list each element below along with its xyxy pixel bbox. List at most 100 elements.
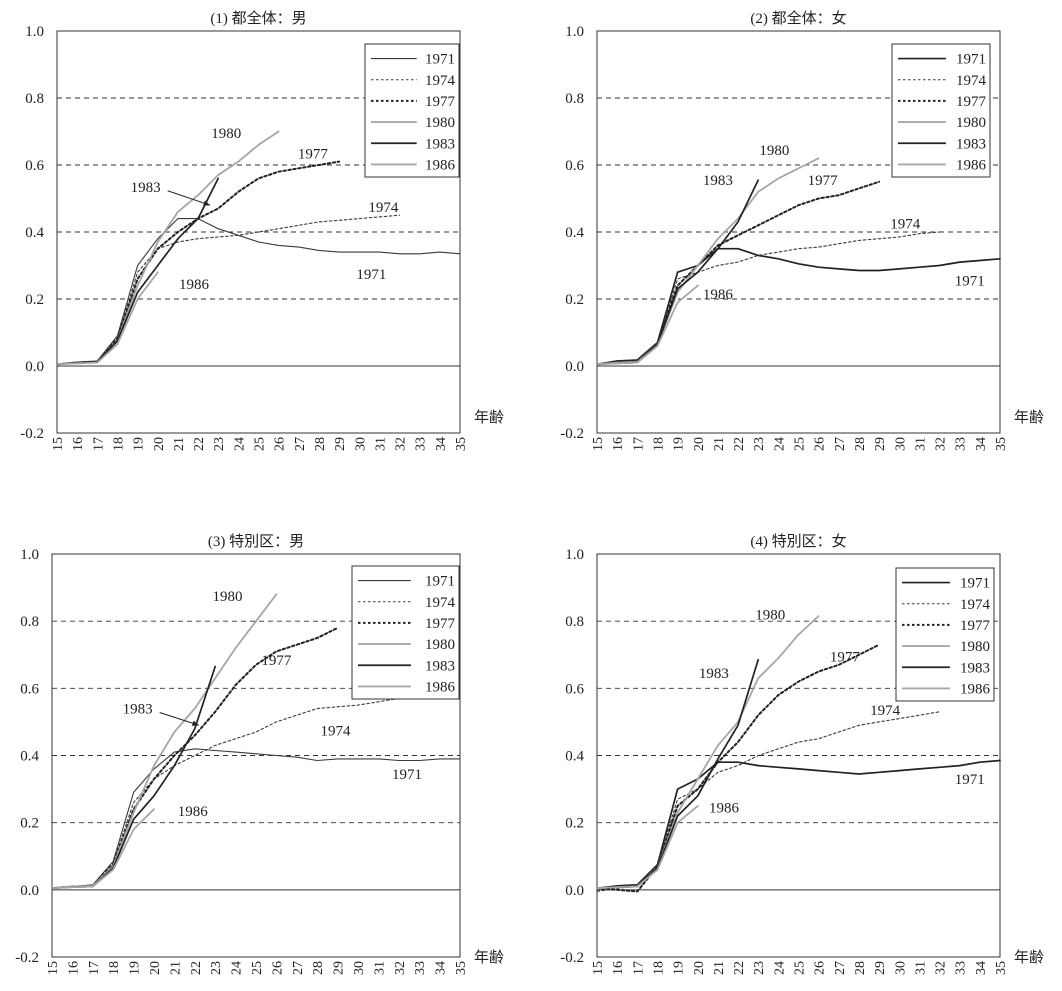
panel-4-annotation-1977: 1977 bbox=[830, 649, 861, 665]
panel-2-y-tick-label: 0.8 bbox=[565, 91, 584, 107]
panel-2-y-tick-label: 0.2 bbox=[565, 292, 584, 308]
panel-1-x-tick-label: 29 bbox=[333, 437, 348, 451]
panel-1-y-tick-label: -0.2 bbox=[20, 426, 44, 442]
panel-3-legend-label-1977: 1977 bbox=[425, 616, 456, 632]
panel-1-annotation-arrowhead bbox=[203, 200, 211, 206]
panel-2-annotation-1980: 1980 bbox=[759, 143, 789, 159]
panel-2-legend-label-1974: 1974 bbox=[956, 73, 987, 89]
panel-4-legend-label-1971: 1971 bbox=[960, 576, 990, 592]
panel-3-annotation-1971: 1971 bbox=[392, 767, 422, 783]
panel-1-title: (1) 都全体：男 bbox=[210, 9, 306, 27]
panel-3-x-tick-label: 28 bbox=[311, 961, 326, 975]
panel-2-x-tick-label: 17 bbox=[631, 437, 646, 451]
panel-3-series-line-1977 bbox=[51, 626, 339, 890]
panel-4-x-tick-label: 27 bbox=[833, 961, 848, 975]
panel-1-y-tick-label: 0.4 bbox=[25, 225, 44, 241]
panel-1-annotation-1974: 1974 bbox=[368, 200, 399, 216]
panel-3-x-tick-label: 32 bbox=[393, 961, 408, 975]
panel-4-x-tick-label: 34 bbox=[974, 961, 989, 975]
panel-1-x-tick-label: 16 bbox=[71, 437, 86, 451]
panel-4-x-tick-label: 31 bbox=[913, 961, 928, 975]
panel-4-x-tick-label: 29 bbox=[873, 961, 888, 975]
panel-1-series-line-1986 bbox=[56, 271, 159, 366]
panel-1-x-tick-label: 21 bbox=[172, 437, 187, 451]
panel-4-annotation-1971: 1971 bbox=[955, 772, 985, 788]
panel-3-x-tick-label: 26 bbox=[270, 961, 285, 975]
panel-2-series-line-1974 bbox=[596, 231, 941, 365]
panel-3-series-line-1971 bbox=[51, 748, 461, 889]
panel-2-y-tick-label: 0.0 bbox=[565, 359, 584, 375]
panel-4-x-tick-label: 30 bbox=[893, 961, 908, 975]
panel-4-x-tick-label: 35 bbox=[994, 961, 1009, 975]
panel-1-axis-unit: 年齢 bbox=[474, 409, 504, 426]
panel-4-legend-label-1986: 1986 bbox=[960, 681, 991, 697]
panel-1-x-tick-label: 19 bbox=[132, 437, 147, 451]
panel-4-series-line-1977 bbox=[596, 643, 881, 893]
panel-1-legend-label-1986: 1986 bbox=[425, 157, 456, 173]
panel-3-x-tick-label: 19 bbox=[128, 961, 143, 975]
panel-2-legend-label-1971: 1971 bbox=[956, 52, 986, 68]
panel-3-legend-box bbox=[351, 565, 460, 700]
panel-1-legend-box bbox=[364, 43, 460, 178]
panel-4-annotation-1986: 1986 bbox=[709, 801, 740, 817]
panel-1-x-tick-label: 23 bbox=[212, 437, 227, 451]
panel-2-x-tick-label: 27 bbox=[833, 437, 848, 451]
panel-4-x-tick-label: 26 bbox=[813, 961, 828, 975]
panel-1-x-tick-label: 18 bbox=[111, 437, 126, 451]
panel-4-y-tick-label: 0.0 bbox=[565, 883, 584, 899]
panel-1-x-tick-label: 15 bbox=[51, 437, 66, 451]
panel-4-annotation-1980: 1980 bbox=[755, 607, 785, 623]
panel-1-annotation-1971: 1971 bbox=[356, 267, 386, 283]
panel-3-annotation-arrow bbox=[159, 712, 200, 726]
panel-2-x-tick-label: 28 bbox=[853, 437, 868, 451]
panel-4-y-tick-label: -0.2 bbox=[560, 950, 584, 966]
panel-3-title: (3) 特別区：男 bbox=[208, 533, 304, 550]
panel-2-x-tick-label: 21 bbox=[712, 437, 727, 451]
panel-1-x-tick-label: 33 bbox=[414, 437, 429, 451]
panel-2-x-tick-label: 20 bbox=[692, 437, 707, 451]
panel-4-y-tick-label: 0.4 bbox=[565, 749, 584, 765]
panel-4-x-tick-label: 32 bbox=[934, 961, 949, 975]
panel-3: (3) 特別区：男 年齢 -0.2 0.0 0.2 0.4 0.6 0.8 1.0 15 16 1… bbox=[15, 533, 504, 975]
panel-2-annotation-1983: 1983 bbox=[703, 173, 733, 189]
panel-4-x-tick-label: 18 bbox=[651, 961, 666, 975]
panel-1-annotation-1977: 1977 bbox=[298, 146, 329, 162]
panel-2-y-tick-label: 0.6 bbox=[565, 158, 584, 174]
panel-4-x-tick-label: 16 bbox=[611, 961, 626, 975]
panel-2-legend-label-1986: 1986 bbox=[956, 157, 987, 173]
panel-3-x-tick-label: 16 bbox=[66, 961, 81, 975]
panel-4-legend-label-1980: 1980 bbox=[960, 639, 990, 655]
panel-2-x-tick-label: 30 bbox=[893, 437, 908, 451]
panel-2-x-tick-label: 15 bbox=[591, 437, 606, 451]
panel-1-y-tick-label: 0.8 bbox=[25, 91, 44, 107]
panel-4-x-tick-label: 33 bbox=[954, 961, 969, 975]
panel-4-x-tick-label: 15 bbox=[591, 961, 606, 975]
panel-1-series-line-1977 bbox=[56, 160, 341, 366]
panel-4-title: (4) 特別区：女 bbox=[750, 532, 846, 550]
panel-2-x-tick-label: 26 bbox=[813, 437, 828, 451]
panel-2-x-tick-label: 31 bbox=[913, 437, 928, 451]
panel-1-x-tick-label: 30 bbox=[353, 437, 368, 451]
panel-4-series-line-1974 bbox=[596, 711, 941, 893]
panel-3-y-tick-label: 0.2 bbox=[20, 816, 39, 832]
panel-1-series-line-1974 bbox=[56, 214, 401, 365]
panel-1-y-tick-label: 1.0 bbox=[25, 24, 44, 40]
panel-2-axis-unit: 年齢 bbox=[1014, 409, 1044, 426]
panel-4-legend-label-1974: 1974 bbox=[960, 597, 991, 613]
panel-3-x-tick-label: 35 bbox=[454, 961, 469, 975]
panel-3-legend-label-1986: 1986 bbox=[425, 679, 456, 695]
panel-2-legend-label-1977: 1977 bbox=[956, 94, 987, 110]
panel-2-series-line-1986 bbox=[596, 284, 699, 366]
panel-1-annotation-arrow bbox=[167, 190, 211, 206]
panel-1-x-tick-label: 26 bbox=[273, 437, 288, 451]
panel-3-x-tick-label: 15 bbox=[46, 961, 61, 975]
panel-3-y-tick-label: 1.0 bbox=[20, 547, 39, 563]
panel-4-legend: 1971 1974 1977 1980 1983 1986 bbox=[895, 567, 995, 702]
panel-1-annotation-1986: 1986 bbox=[179, 277, 210, 293]
panel-3-series-line-1983 bbox=[51, 665, 217, 890]
panel-2-series-line-1971 bbox=[596, 247, 1001, 366]
panel-2-x-tick-label: 24 bbox=[772, 437, 787, 451]
panel-3-axis-unit: 年齢 bbox=[474, 949, 504, 966]
panel-3-x-tick-label: 24 bbox=[230, 961, 245, 975]
